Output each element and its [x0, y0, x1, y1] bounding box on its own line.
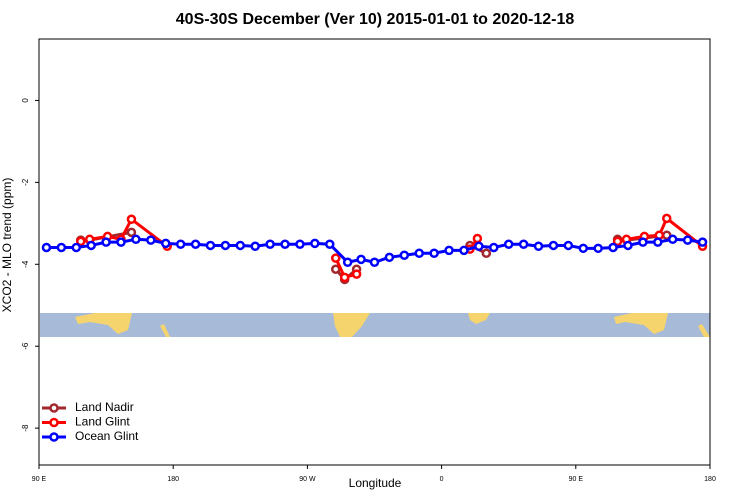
point — [414, 248, 424, 258]
point — [429, 248, 439, 258]
legend-label: Land Nadir — [75, 400, 134, 414]
x-tick-label: 90 W — [299, 476, 316, 483]
y-tick-label: 0 — [21, 98, 30, 103]
series — [76, 227, 672, 285]
point — [474, 241, 484, 252]
point — [76, 236, 86, 247]
point — [444, 245, 454, 256]
y-tick-label: -4 — [21, 260, 30, 268]
chart-title: 40S-30S December (Ver 10) 2015-01-01 to … — [176, 11, 575, 28]
point — [235, 240, 246, 251]
legend-marker — [49, 417, 59, 428]
point — [86, 240, 96, 251]
point — [339, 272, 350, 283]
point — [533, 241, 544, 252]
point — [653, 237, 663, 247]
point — [310, 238, 320, 249]
point — [220, 240, 231, 251]
point — [330, 253, 341, 263]
series — [41, 234, 708, 267]
point — [146, 235, 156, 245]
point — [351, 269, 362, 279]
x-tick-label: 180 — [704, 476, 716, 483]
point — [578, 243, 589, 254]
point — [662, 213, 672, 224]
x-tick-label: 180 — [167, 476, 179, 483]
point — [682, 235, 693, 245]
point — [41, 242, 52, 253]
point — [384, 252, 395, 263]
point — [472, 233, 483, 244]
y-axis-label: XCO2 - MLO trend (ppm) — [0, 178, 14, 313]
point — [280, 239, 290, 249]
x-tick-label: 90 E — [569, 476, 584, 483]
point — [116, 237, 126, 247]
point — [126, 214, 137, 224]
point — [71, 242, 82, 253]
point — [295, 239, 305, 249]
point — [399, 250, 410, 261]
point — [175, 239, 186, 249]
point — [131, 234, 141, 245]
point — [126, 227, 137, 238]
point — [548, 240, 559, 251]
point — [160, 238, 171, 249]
point — [481, 248, 492, 258]
point — [459, 245, 469, 256]
legend-label: Land Glint — [75, 415, 130, 429]
point — [250, 241, 260, 252]
point — [325, 239, 335, 249]
point — [608, 242, 618, 253]
point — [342, 257, 353, 267]
point — [623, 240, 633, 251]
map-strip — [40, 313, 710, 337]
point — [56, 242, 67, 253]
point — [593, 243, 603, 254]
point — [369, 257, 380, 267]
legend-marker — [49, 432, 59, 442]
plot-frame — [38, 38, 711, 466]
point — [697, 237, 708, 247]
y-tick-label: -8 — [21, 424, 30, 432]
point — [518, 239, 529, 249]
point — [356, 254, 366, 265]
legend-label: Ocean Glint — [75, 429, 139, 443]
point — [205, 240, 216, 251]
x-axis-label: Longitude — [349, 476, 402, 490]
point — [101, 237, 111, 247]
point — [638, 237, 648, 247]
y-tick-label: -2 — [21, 178, 30, 186]
point — [563, 240, 574, 251]
legend-marker — [49, 403, 59, 413]
point — [489, 242, 499, 253]
y-tick-label: -6 — [21, 342, 30, 350]
point — [667, 234, 678, 245]
x-tick-label: 90 E — [32, 476, 47, 483]
x-tick-label: 0 — [440, 476, 444, 483]
point — [190, 239, 201, 249]
point — [503, 239, 514, 249]
point — [612, 236, 623, 247]
series-line — [80, 230, 667, 282]
point — [265, 239, 275, 249]
